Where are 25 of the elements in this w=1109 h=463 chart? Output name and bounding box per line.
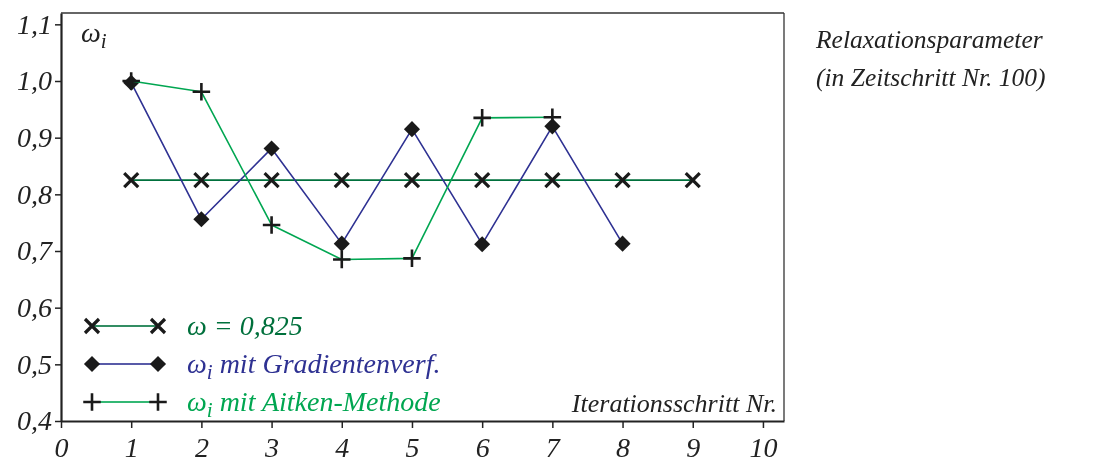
x-axis-title: Iterationsschritt Nr. <box>570 389 777 418</box>
y-tick-label: 0,7 <box>17 235 53 267</box>
x-tick-label: 1 <box>124 431 139 463</box>
x-tick-label: 8 <box>616 431 631 463</box>
y-tick-label: 0,8 <box>17 178 52 210</box>
text: Relaxationsparameter (in Zeitschritt Nr. 100) <box>815 25 1046 92</box>
legend-label: ω = 0,825 <box>187 310 303 341</box>
x-tick-label: 3 <box>264 431 280 463</box>
y-axis-title: ω$_{i}$ <box>81 17 107 53</box>
legend-label: ω$_{i}$ mit Aitken-Methode <box>187 386 441 422</box>
x-tick-label: 4 <box>335 431 350 463</box>
legend-label: ω$_{i}$ mit Gradientenverf. <box>187 348 441 384</box>
x-tick-label: 0 <box>54 431 69 463</box>
x-tick-label: 5 <box>405 431 420 463</box>
y-tick-label: 1,1 <box>17 8 52 40</box>
x-tick-label: 7 <box>545 431 561 463</box>
x-tick-label: 9 <box>686 431 701 463</box>
y-tick-label: 0,6 <box>17 292 52 324</box>
x-tick-label: 6 <box>475 431 490 463</box>
y-tick-label: 0,5 <box>17 348 52 380</box>
x-tick-label: 10 <box>749 431 778 463</box>
y-tick-label: 0,9 <box>17 122 52 154</box>
y-tick-label: 1,0 <box>17 65 52 97</box>
x-tick-label: 2 <box>194 431 209 463</box>
y-tick-label: 0,4 <box>17 405 52 437</box>
